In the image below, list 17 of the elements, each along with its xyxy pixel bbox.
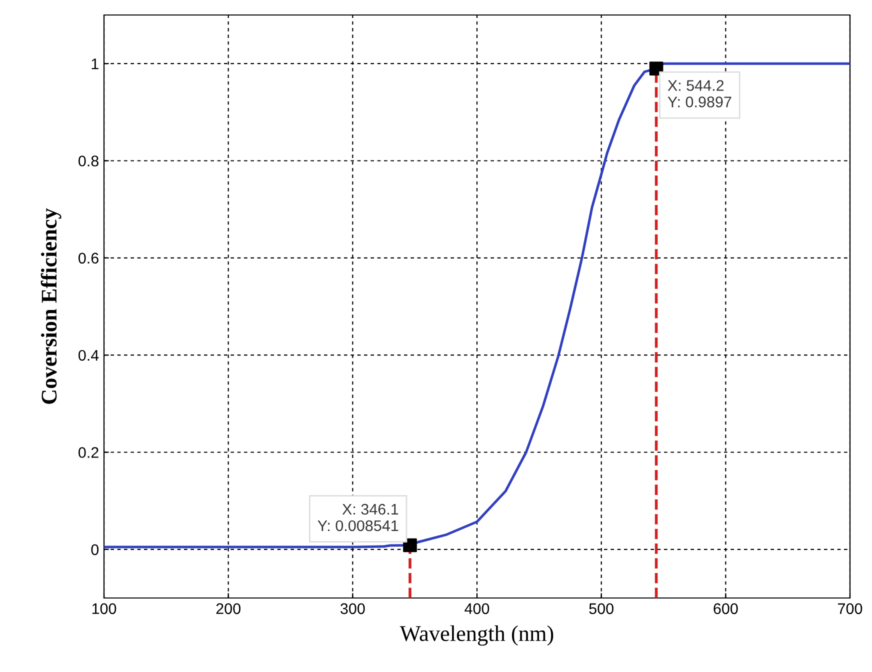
x-tick-label: 200 [216, 603, 240, 614]
x-tick-label: 500 [589, 603, 614, 614]
annotation: X: 346.1 Y: 0.008541 [318, 504, 398, 532]
x-tick-label: 100 [92, 603, 116, 614]
x-tick-label: 600 [714, 603, 738, 614]
x-tick-label: 300 [340, 603, 365, 614]
annotation: X: 544.2 Y: 0.9897 [668, 80, 732, 108]
x-tick-label: 700 [838, 603, 862, 614]
x-tick-label: 400 [464, 603, 490, 614]
y-axis-title: Coversion Efficiency [40, 208, 62, 404]
y-tick-label: 0.4 [78, 350, 99, 361]
x-axis-title: Wavelength (nm) [400, 625, 554, 646]
y-tick-label: 0 [91, 544, 99, 556]
y-tick-label: 1 [92, 58, 98, 70]
y-tick-label: 0.2 [78, 447, 98, 458]
y-tick-label: 0.6 [78, 252, 98, 264]
y-tick-label: 0.8 [78, 156, 98, 166]
